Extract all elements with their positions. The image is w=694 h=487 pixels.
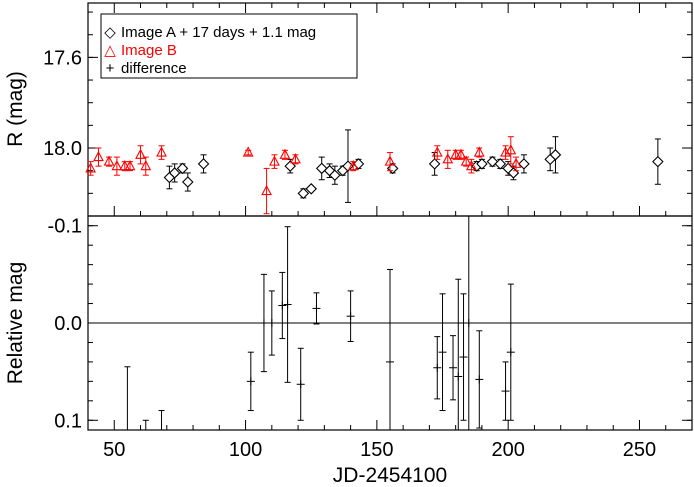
top-y-tick-label: 17.6	[43, 47, 82, 69]
image-b-point	[505, 144, 517, 155]
image-b-point	[384, 155, 396, 166]
image-b-point	[140, 159, 152, 171]
image-b-point	[290, 153, 301, 164]
image-b-point	[347, 159, 359, 171]
image-b-point	[460, 155, 472, 166]
image-b-point	[455, 148, 467, 159]
image-a-point	[168, 167, 181, 179]
top-data-marks	[85, 129, 664, 215]
image-a-point	[329, 169, 341, 181]
image-b-point	[85, 162, 97, 173]
image-b-point	[269, 155, 280, 166]
bottom-x-ticks: 50 100 150 200 250	[87, 420, 693, 461]
legend-box	[100, 13, 358, 79]
x-tick-label: 250	[623, 439, 656, 461]
bottom-data-marks	[124, 216, 515, 430]
legend-symbol: ◇	[104, 24, 116, 41]
image-b-point	[119, 159, 131, 171]
bottom-panel: Relative mag -0.1 0.0 0.1 50 100 150 200 250 J…	[4, 215, 693, 487]
top-y-axis-title: R (mag)	[4, 71, 27, 147]
image-a-point	[476, 158, 488, 170]
image-a-point	[305, 183, 317, 195]
top-y-ticks: 17.6 18.0	[43, 11, 692, 194]
x-tick-label: 50	[103, 439, 125, 461]
image-a-point	[197, 158, 210, 170]
image-b-point	[431, 146, 443, 157]
bottom-y-axis-title: Relative mag	[4, 262, 27, 385]
legend-symbol: △	[104, 42, 116, 59]
x-tick-label: 100	[229, 439, 262, 461]
image-a-point	[284, 160, 296, 172]
legend: ◇ Image A + 17 days + 1.1 mag △ Image B + dif…	[100, 13, 358, 79]
image-a-point	[297, 187, 310, 200]
image-a-point	[549, 149, 562, 161]
top-x-ticks	[87, 3, 693, 216]
x-tick-label: 200	[491, 439, 524, 461]
image-a-point	[176, 162, 189, 175]
image-b-point	[135, 148, 146, 159]
image-b-point	[111, 159, 123, 171]
image-b-point	[510, 157, 522, 168]
x-axis-title: JD-2454100	[333, 464, 447, 487]
legend-symbol: +	[106, 60, 115, 77]
image-b-point	[261, 184, 272, 196]
image-a-point	[494, 158, 507, 170]
image-a-point	[315, 162, 328, 175]
image-b-point	[473, 146, 485, 157]
top-y-tick-label: 18.0	[43, 138, 82, 160]
image-b-point	[93, 150, 104, 162]
legend-label: difference	[121, 60, 187, 77]
image-b-point	[279, 148, 291, 159]
image-b-point	[242, 146, 254, 157]
image-a-point	[428, 158, 441, 170]
image-b-point	[103, 155, 115, 166]
image-b-point	[124, 159, 136, 171]
image-b-point	[465, 159, 477, 171]
top-panel: R (mag) 17.6 18.0 ◇ Image A + 17 days + 1.…	[4, 2, 693, 217]
bottom-y-tick-label: 0.0	[54, 313, 82, 335]
image-a-point	[652, 155, 664, 168]
image-b-point	[442, 153, 454, 164]
image-a-point	[518, 158, 530, 170]
image-b-point	[156, 146, 167, 157]
x-tick-label: 150	[360, 439, 393, 461]
bottom-y-tick-label: 0.1	[54, 410, 82, 432]
image-a-point	[182, 176, 194, 188]
bottom-y-tick-label: -0.1	[48, 216, 82, 238]
legend-label: Image B	[121, 42, 177, 59]
legend-label: Image A + 17 days + 1.1 mag	[121, 24, 316, 41]
image-b-point	[450, 148, 462, 159]
bottom-y-ticks: -0.1 0.0 0.1	[48, 216, 692, 432]
